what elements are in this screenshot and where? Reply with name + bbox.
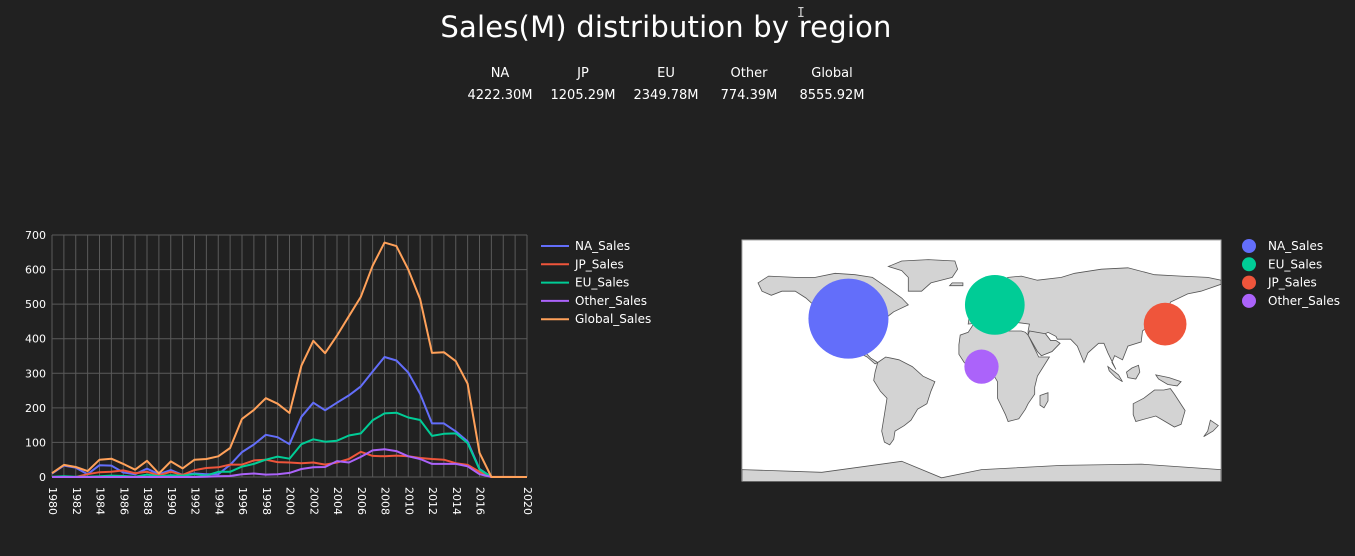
stat-label: Global	[811, 66, 853, 81]
x-tick-label: 1990	[165, 487, 178, 515]
legend-label: EU_Sales	[1268, 257, 1322, 271]
stat-other: Other 774.39M	[708, 66, 790, 103]
greenland	[887, 259, 959, 292]
x-tick-label: 2000	[284, 487, 297, 515]
stat-value: 4222.30M	[467, 88, 533, 103]
x-tick-label: 2020	[521, 487, 534, 515]
sumatra	[1107, 365, 1123, 383]
madagascar	[1039, 392, 1049, 409]
nz	[1203, 419, 1219, 437]
legend-swatch	[1242, 257, 1256, 272]
stat-global: Global 8555.92M	[791, 66, 873, 103]
stat-label: EU	[657, 66, 675, 81]
x-tick-label: 2002	[307, 487, 320, 515]
x-tick-label: 2010	[402, 487, 415, 515]
x-tick-label: 2004	[331, 487, 344, 515]
series-line-other-sales	[52, 448, 527, 478]
text-cursor-icon: I	[797, 6, 805, 21]
y-tick-label: 700	[25, 229, 46, 242]
map-legend: NA_Sales EU_Sales JP_Sales Other_Sales	[1242, 239, 1340, 308]
legend-label: Global_Sales	[575, 312, 651, 326]
region-totals: NA 4222.30M JP 1205.29M EU 2349.78M Othe…	[459, 66, 873, 103]
south-america	[873, 356, 936, 446]
stat-label: NA	[490, 66, 510, 81]
legend-label: EU_Sales	[575, 276, 629, 290]
stat-eu: EU 2349.78M	[625, 66, 707, 103]
series-line-na-sales	[51, 356, 527, 478]
legend-swatch	[1242, 239, 1256, 253]
x-tick-label: 1994	[212, 487, 225, 515]
page-title: Sales(M) distribution by region	[440, 10, 892, 44]
legend-swatch	[1242, 293, 1256, 308]
sales-line-chart: 0 100 200 300 400 500 600 700 1980 1982 1984 1986 19…	[25, 229, 651, 515]
bubble-eu-sales	[964, 275, 1025, 335]
series-line-global-sales	[51, 241, 527, 478]
legend-label: NA_Sales	[1268, 239, 1323, 253]
x-tick-label: 1992	[189, 487, 202, 515]
stat-label: JP	[577, 66, 589, 81]
arabia-gap-fill	[1027, 330, 1061, 357]
australia	[1132, 388, 1186, 428]
line-legend: NA_Sales JP_Sales EU_Sales Other_Sales Globa…	[541, 239, 651, 326]
y-tick-label: 200	[25, 402, 46, 415]
y-tick-label: 0	[39, 471, 46, 484]
bubble-other-sales	[964, 349, 999, 384]
y-tick-label: 400	[25, 333, 46, 346]
antarctica	[742, 460, 1221, 481]
x-tick-label: 1982	[70, 487, 83, 515]
eurasia	[967, 267, 1221, 370]
stat-na: NA 4222.30M	[459, 66, 541, 103]
bubble-na-sales	[808, 278, 889, 359]
bubble-jp-sales	[1143, 302, 1187, 346]
legend-label: Other_Sales	[575, 294, 647, 308]
x-tick-label: 2006	[355, 487, 368, 515]
x-tick-label: 1996	[236, 487, 249, 515]
bubbles	[808, 275, 1187, 384]
x-tick-label: 1986	[117, 487, 130, 515]
y-tick-label: 300	[25, 367, 46, 380]
x-tick-label: 2008	[379, 487, 392, 515]
stat-jp: JP 1205.29M	[542, 66, 624, 103]
y-tick-label: 600	[25, 264, 46, 277]
x-tick-label: 2016	[474, 487, 487, 515]
y-tick-label: 500	[25, 298, 46, 311]
x-tick-label: 1984	[94, 487, 107, 515]
borneo	[1126, 364, 1141, 380]
x-tick-label: 1980	[46, 487, 59, 515]
gridlines	[51, 234, 528, 478]
iceland	[948, 282, 964, 287]
stat-value: 774.39M	[720, 88, 778, 103]
stat-label: Other	[730, 66, 768, 81]
legend-swatch	[1242, 275, 1256, 290]
stat-value: 2349.78M	[633, 88, 699, 103]
legend-label: NA_Sales	[575, 239, 630, 253]
x-tick-label: 2012	[426, 487, 439, 515]
legend-label: JP_Sales	[574, 257, 624, 271]
legend-label: Other_Sales	[1268, 294, 1340, 308]
x-tick-label: 1988	[141, 487, 154, 515]
x-tick-label: 2014	[450, 487, 463, 515]
sales-bubble-map: NA_Sales EU_Sales JP_Sales Other_Sales	[741, 239, 1340, 482]
stat-value: 8555.92M	[799, 88, 865, 103]
new-guinea	[1154, 374, 1182, 387]
y-tick-label: 100	[25, 436, 46, 449]
series-line-jp-sales	[52, 450, 528, 478]
stat-value: 1205.29M	[550, 88, 616, 103]
legend-label: JP_Sales	[1267, 276, 1317, 290]
x-tick-label: 1998	[260, 487, 273, 515]
